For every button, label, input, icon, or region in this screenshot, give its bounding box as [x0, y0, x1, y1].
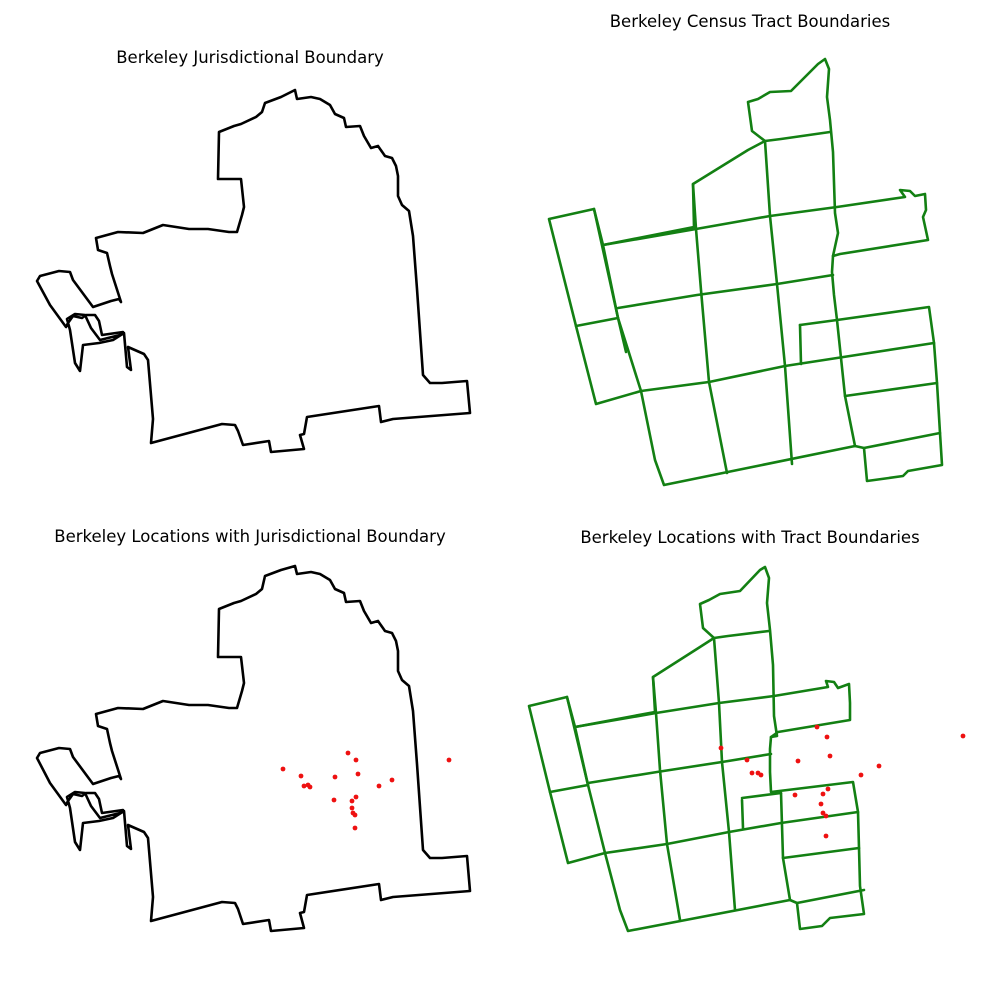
- census-tracts: [527, 565, 866, 933]
- tract-line: [712, 636, 737, 912]
- jurisdiction-map: [35, 88, 472, 454]
- tract-outline: [527, 565, 866, 933]
- location-point: [827, 753, 833, 759]
- tract-line: [798, 318, 839, 327]
- location-points: [280, 750, 452, 831]
- location-point: [353, 757, 359, 763]
- location-point: [352, 812, 358, 818]
- location-point: [749, 770, 755, 776]
- location-point: [718, 745, 724, 751]
- tract-line: [592, 207, 643, 393]
- location-point: [792, 792, 798, 798]
- census-tracts: [547, 57, 944, 487]
- tract-line: [763, 130, 832, 143]
- location-point: [349, 805, 355, 811]
- tract-line: [798, 323, 803, 366]
- location-point: [758, 772, 764, 778]
- tract-line: [574, 316, 620, 328]
- tract-line: [691, 182, 711, 384]
- jurisdiction-map-title: Berkeley Jurisdictional Boundary: [116, 48, 384, 67]
- location-point: [795, 758, 801, 764]
- locations-jurisdiction-panel: Berkeley Locations with Jurisdictional B…: [0, 500, 500, 1000]
- location-point: [389, 777, 395, 783]
- jurisdiction-map-panel: Berkeley Jurisdictional Boundary: [0, 0, 500, 500]
- location-point: [820, 791, 826, 797]
- location-point: [307, 784, 313, 790]
- tract-line: [586, 752, 773, 785]
- locations-jurisdiction-map: [35, 564, 472, 933]
- location-point: [376, 783, 382, 789]
- location-point: [825, 786, 831, 792]
- tract-line: [835, 318, 857, 448]
- tract-line: [781, 846, 861, 860]
- location-point: [355, 771, 361, 777]
- tract-line: [707, 380, 729, 475]
- location-point: [744, 757, 750, 763]
- tract-line: [603, 810, 860, 855]
- tract-line: [763, 139, 794, 466]
- tract-line: [548, 783, 590, 794]
- locations-tracts-map: [527, 565, 966, 933]
- location-point: [823, 813, 829, 819]
- tract-line: [573, 725, 590, 787]
- tract-line: [779, 791, 792, 902]
- tract-line: [639, 341, 936, 393]
- location-point: [352, 825, 358, 831]
- location-points: [718, 724, 966, 839]
- location-point: [331, 797, 337, 803]
- location-point: [280, 766, 286, 772]
- tract-line: [651, 675, 669, 846]
- tract-line: [740, 791, 783, 800]
- jurisdictional-boundary: [35, 564, 472, 933]
- location-point: [814, 724, 820, 730]
- location-point: [823, 833, 829, 839]
- location-point: [960, 733, 966, 739]
- location-point: [858, 772, 864, 778]
- tract-line: [862, 431, 942, 450]
- locations-jurisdiction-title: Berkeley Locations with Jurisdictional B…: [54, 527, 446, 546]
- location-point: [824, 734, 830, 740]
- location-point: [446, 757, 452, 763]
- location-point: [876, 763, 882, 769]
- tract-line: [843, 381, 939, 398]
- tract-line: [665, 842, 682, 922]
- location-point: [298, 773, 304, 779]
- tract-line: [573, 679, 852, 739]
- location-point: [345, 750, 351, 756]
- location-point: [349, 798, 355, 804]
- tract-line: [616, 273, 835, 310]
- tract-line: [601, 188, 930, 258]
- locations-tracts-title: Berkeley Locations with Tract Boundaries: [580, 528, 920, 547]
- tract-line: [601, 243, 628, 354]
- tract-line: [740, 798, 745, 830]
- tract-map-title: Berkeley Census Tract Boundaries: [609, 12, 891, 31]
- tract-map-panel: Berkeley Census Tract Boundaries: [500, 0, 1000, 500]
- tract-line: [795, 888, 866, 905]
- jurisdictional-boundary: [35, 88, 472, 454]
- tract-line: [712, 629, 771, 640]
- location-point: [353, 794, 359, 800]
- locations-tracts-panel: Berkeley Locations with Tract Boundaries: [500, 500, 1000, 1000]
- location-point: [301, 783, 307, 789]
- location-point: [818, 801, 824, 807]
- location-point: [332, 774, 338, 780]
- tract-map: [547, 57, 944, 487]
- location-point: [820, 810, 826, 816]
